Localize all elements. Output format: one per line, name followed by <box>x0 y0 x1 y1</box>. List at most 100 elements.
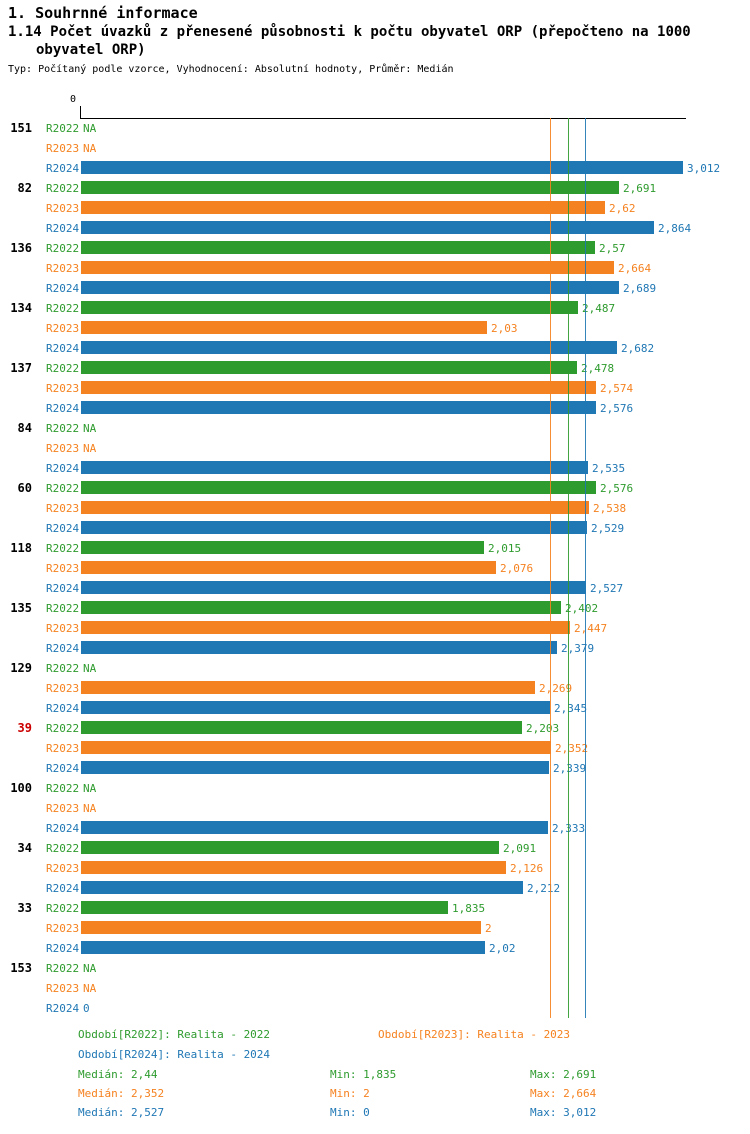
value-label: NA <box>83 662 97 675</box>
series-label: R2022 <box>46 302 80 315</box>
series-label: R2023 <box>46 322 80 335</box>
chart-row: R2023 2,574 <box>0 378 750 398</box>
value-label: 2,62 <box>609 202 636 215</box>
bar-R2023 <box>81 741 551 754</box>
series-label: R2022 <box>46 362 80 375</box>
chart-row: R2023 NA <box>0 438 750 458</box>
chart-row: 134 R2022 2,487 <box>0 298 750 318</box>
axis-line <box>80 118 686 119</box>
value-label: 2,447 <box>574 622 608 635</box>
bar-R2022 <box>81 541 484 554</box>
series-label: R2024 <box>46 822 80 835</box>
bar-R2023 <box>81 381 596 394</box>
bar-R2024 <box>81 581 586 594</box>
group-id-label: 134 <box>10 301 32 315</box>
value-label: 2,379 <box>561 642 595 655</box>
value-label: 2,574 <box>600 382 634 395</box>
value-label: 2,352 <box>555 742 589 755</box>
group-id-label: 153 <box>10 961 32 975</box>
chart-row: 33 R2022 1,835 <box>0 898 750 918</box>
legend-item-r2022: Období[R2022]: Realita - 2022 <box>78 1028 271 1041</box>
stat-min-r2022: Min: 1,835 <box>330 1068 397 1081</box>
chart-row: 135 R2022 2,402 <box>0 598 750 618</box>
bar-R2022 <box>81 361 577 374</box>
value-label: 1,835 <box>452 902 486 915</box>
stat-median-r2024: Medián: 2,527 <box>78 1106 165 1119</box>
series-label: R2022 <box>46 722 80 735</box>
stat-median-r2022: Medián: 2,44 <box>78 1068 158 1081</box>
median-line-R2023 <box>550 118 551 1018</box>
bar-R2023 <box>81 681 535 694</box>
series-label: R2023 <box>46 442 80 455</box>
chart-row: 100 R2022 NA <box>0 778 750 798</box>
chart-row: 34 R2022 2,091 <box>0 838 750 858</box>
bar-chart: 0 151 R2022 NA R2023 NA R2024 3,012 82 R2022 2,69… <box>0 94 750 1018</box>
axis-tick <box>80 106 81 118</box>
chart-row: R2023 2,664 <box>0 258 750 278</box>
group-id-label: 137 <box>10 361 32 375</box>
value-label: 2,691 <box>623 182 657 195</box>
value-label: 2,576 <box>600 402 634 415</box>
chart-row: R2023 NA <box>0 978 750 998</box>
series-label: R2023 <box>46 922 80 935</box>
bar-R2024 <box>81 521 587 534</box>
value-label: 2,402 <box>565 602 599 615</box>
group-id-label: 129 <box>10 661 32 675</box>
group-id-label: 118 <box>10 541 32 555</box>
value-label: 2,126 <box>510 862 544 875</box>
chart-row: R2024 2,345 <box>0 698 750 718</box>
series-label: R2023 <box>46 742 80 755</box>
bar-R2024 <box>81 941 485 954</box>
bar-R2024 <box>81 161 683 174</box>
series-label: R2024 <box>46 222 80 235</box>
chart-row: R2024 2,339 <box>0 758 750 778</box>
chart-row: 84 R2022 NA <box>0 418 750 438</box>
series-label: R2022 <box>46 422 80 435</box>
group-id-label: 39 <box>17 721 32 735</box>
chart-row: R2024 3,012 <box>0 158 750 178</box>
chart-row: R2024 2,212 <box>0 878 750 898</box>
bar-R2023 <box>81 861 506 874</box>
series-label: R2024 <box>46 462 80 475</box>
value-label: 2,664 <box>618 262 652 275</box>
chart-title-line-2: obyvatel ORP) <box>36 42 146 58</box>
chart-row: R2023 2,269 <box>0 678 750 698</box>
chart-row: 82 R2022 2,691 <box>0 178 750 198</box>
bar-R2024 <box>81 401 596 414</box>
series-label: R2024 <box>46 342 80 355</box>
value-label: 2,478 <box>581 362 615 375</box>
series-label: R2022 <box>46 482 80 495</box>
group-id-label: 151 <box>10 121 32 135</box>
chart-row: R2023 2,126 <box>0 858 750 878</box>
chart-row: R2024 2,02 <box>0 938 750 958</box>
series-label: R2022 <box>46 122 80 135</box>
bar-R2023 <box>81 561 496 574</box>
bar-R2022 <box>81 181 619 194</box>
page-title: 1. Souhrnné informace <box>8 4 198 22</box>
stat-max-r2022: Max: 2,691 <box>530 1068 597 1081</box>
series-label: R2022 <box>46 602 80 615</box>
group-id-label: 84 <box>17 421 32 435</box>
chart-row: R2023 2,447 <box>0 618 750 638</box>
chart-row: 60 R2022 2,576 <box>0 478 750 498</box>
chart-row: R2023 NA <box>0 798 750 818</box>
chart-row: R2023 2,62 <box>0 198 750 218</box>
series-label: R2023 <box>46 262 80 275</box>
value-label: 2,269 <box>539 682 573 695</box>
value-label: 2,091 <box>503 842 537 855</box>
bar-R2024 <box>81 461 588 474</box>
chart-row: R2024 2,529 <box>0 518 750 538</box>
value-label: NA <box>83 442 97 455</box>
value-label: 2,03 <box>491 322 518 335</box>
series-label: R2022 <box>46 542 80 555</box>
legend: Období[R2022]: Realita - 2022 Období[R20… <box>0 1028 750 1068</box>
value-label: 2,076 <box>500 562 534 575</box>
group-id-label: 135 <box>10 601 32 615</box>
chart-row: R2023 2,076 <box>0 558 750 578</box>
stat-median-r2023: Medián: 2,352 <box>78 1087 165 1100</box>
series-label: R2022 <box>46 182 80 195</box>
value-label: 2,576 <box>600 482 634 495</box>
value-label: 2,487 <box>582 302 616 315</box>
value-label: 2,339 <box>553 762 587 775</box>
series-label: R2024 <box>46 942 80 955</box>
